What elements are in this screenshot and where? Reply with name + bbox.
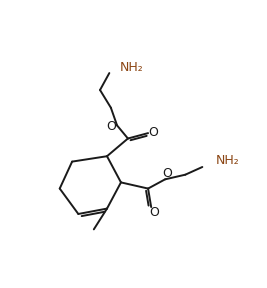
Text: O: O: [148, 126, 158, 139]
Text: O: O: [163, 167, 172, 180]
Text: O: O: [149, 206, 159, 219]
Text: NH₂: NH₂: [120, 61, 144, 74]
Text: NH₂: NH₂: [215, 154, 239, 166]
Text: O: O: [106, 120, 116, 133]
